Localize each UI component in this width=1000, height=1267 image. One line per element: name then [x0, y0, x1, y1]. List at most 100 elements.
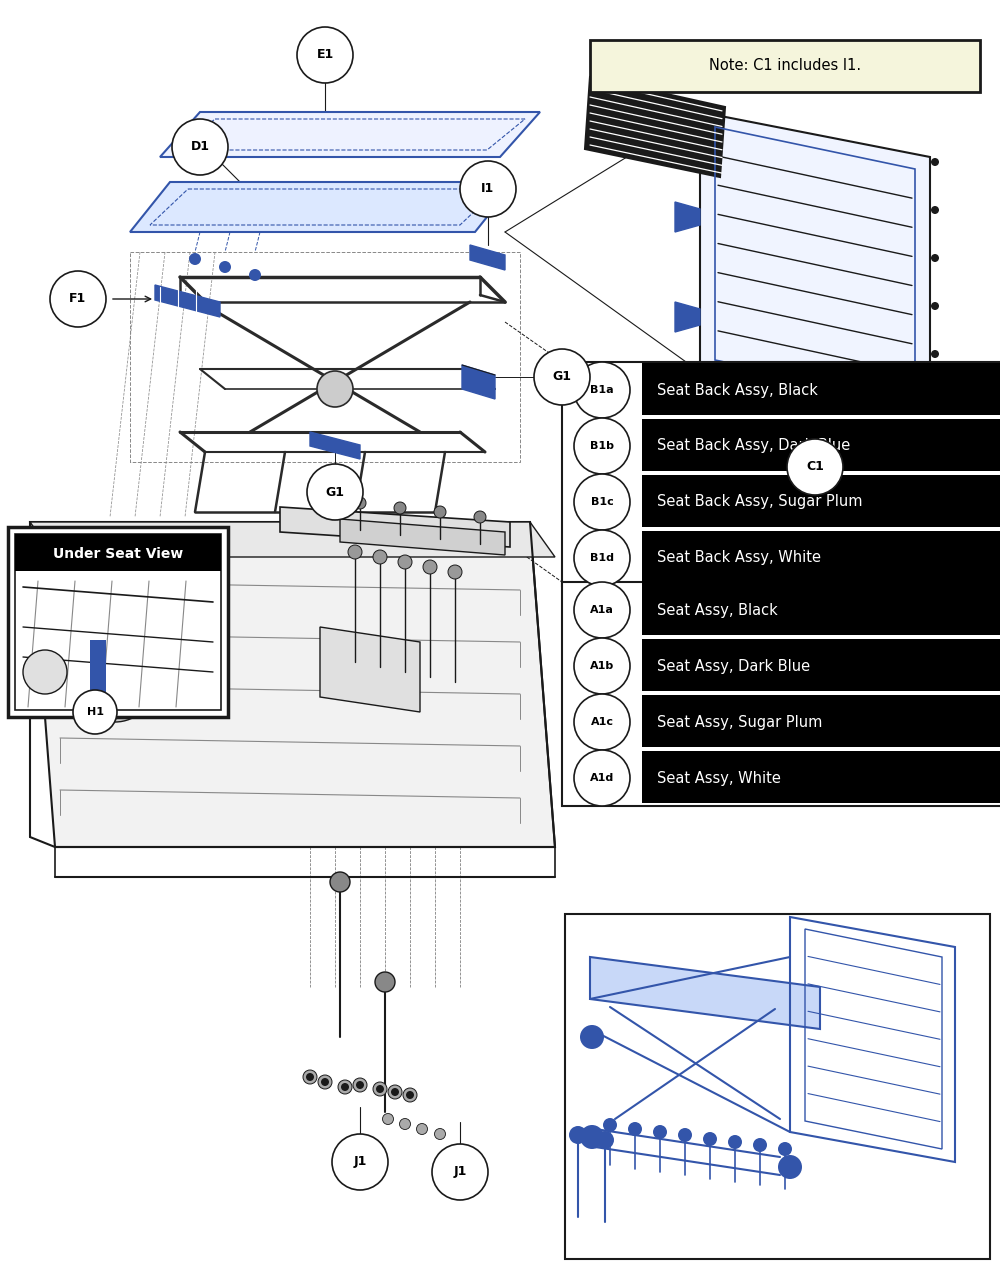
FancyBboxPatch shape — [642, 419, 1000, 471]
Circle shape — [678, 1128, 692, 1142]
Circle shape — [753, 1138, 767, 1152]
Circle shape — [400, 1119, 411, 1129]
Circle shape — [172, 119, 228, 175]
Circle shape — [394, 502, 406, 514]
Circle shape — [406, 1091, 414, 1098]
Circle shape — [93, 660, 137, 704]
Circle shape — [330, 872, 350, 892]
Text: I1: I1 — [481, 182, 495, 195]
Polygon shape — [340, 519, 505, 555]
Text: E1: E1 — [316, 48, 334, 62]
Text: Seat Assy, Black: Seat Assy, Black — [657, 603, 778, 617]
Text: F1: F1 — [69, 293, 87, 305]
Circle shape — [703, 1131, 717, 1145]
FancyBboxPatch shape — [15, 533, 221, 571]
Circle shape — [435, 1129, 446, 1139]
Text: Seat Back Assy, Black: Seat Back Assy, Black — [657, 383, 818, 398]
Circle shape — [398, 555, 412, 569]
Circle shape — [778, 1156, 802, 1180]
Polygon shape — [310, 432, 360, 459]
Circle shape — [303, 1071, 317, 1085]
Circle shape — [534, 348, 590, 405]
Text: A1a: A1a — [590, 606, 614, 614]
Text: Seat Back Assy, White: Seat Back Assy, White — [657, 550, 821, 565]
Polygon shape — [130, 182, 515, 232]
Text: C1: C1 — [806, 460, 824, 474]
Circle shape — [321, 1078, 329, 1086]
Circle shape — [653, 1125, 667, 1139]
FancyBboxPatch shape — [642, 696, 1000, 748]
FancyBboxPatch shape — [642, 639, 1000, 691]
Circle shape — [434, 506, 446, 518]
Text: H1: H1 — [87, 707, 104, 717]
Polygon shape — [30, 522, 555, 557]
Text: J1: J1 — [353, 1156, 367, 1168]
Circle shape — [297, 27, 353, 84]
Circle shape — [318, 1074, 332, 1090]
Text: G1: G1 — [326, 485, 344, 498]
Circle shape — [603, 1117, 617, 1131]
FancyBboxPatch shape — [565, 914, 990, 1259]
Circle shape — [569, 1126, 587, 1144]
FancyBboxPatch shape — [642, 751, 1000, 803]
Circle shape — [391, 1088, 399, 1096]
Circle shape — [448, 565, 462, 579]
Polygon shape — [320, 627, 420, 712]
Text: D1: D1 — [190, 141, 210, 153]
FancyBboxPatch shape — [590, 41, 980, 92]
FancyBboxPatch shape — [562, 582, 1000, 806]
Circle shape — [574, 750, 630, 806]
Circle shape — [628, 1123, 642, 1136]
Circle shape — [574, 362, 630, 418]
Polygon shape — [585, 77, 725, 177]
FancyBboxPatch shape — [642, 531, 1000, 583]
FancyBboxPatch shape — [642, 583, 1000, 635]
Circle shape — [382, 1114, 394, 1125]
Circle shape — [580, 1125, 604, 1149]
Circle shape — [317, 371, 353, 407]
Circle shape — [931, 253, 939, 262]
FancyBboxPatch shape — [90, 640, 106, 704]
Circle shape — [75, 642, 155, 722]
Circle shape — [931, 302, 939, 310]
Circle shape — [787, 438, 843, 495]
Circle shape — [373, 1082, 387, 1096]
Circle shape — [50, 271, 106, 327]
FancyBboxPatch shape — [642, 475, 1000, 527]
Circle shape — [403, 1088, 417, 1102]
Circle shape — [388, 1085, 402, 1098]
Polygon shape — [55, 647, 180, 717]
FancyBboxPatch shape — [562, 362, 1000, 587]
Circle shape — [574, 474, 630, 530]
Circle shape — [574, 530, 630, 587]
Circle shape — [931, 350, 939, 359]
Polygon shape — [160, 111, 540, 157]
Text: B1c: B1c — [591, 497, 613, 507]
Circle shape — [354, 497, 366, 509]
Circle shape — [375, 972, 395, 992]
Circle shape — [432, 1144, 488, 1200]
Circle shape — [73, 691, 117, 734]
Text: B1b: B1b — [590, 441, 614, 451]
Circle shape — [353, 1078, 367, 1092]
Circle shape — [348, 545, 362, 559]
Circle shape — [373, 550, 387, 564]
Text: Note: C1 includes I1.: Note: C1 includes I1. — [709, 57, 861, 72]
Text: B1d: B1d — [590, 552, 614, 563]
Polygon shape — [675, 302, 700, 332]
Circle shape — [338, 1079, 352, 1093]
Circle shape — [931, 398, 939, 405]
Circle shape — [416, 1124, 428, 1134]
Circle shape — [423, 560, 437, 574]
Circle shape — [574, 639, 630, 694]
Polygon shape — [470, 245, 505, 270]
Polygon shape — [35, 582, 130, 666]
Circle shape — [728, 1135, 742, 1149]
Circle shape — [596, 1131, 614, 1149]
Circle shape — [23, 650, 67, 694]
Text: B1a: B1a — [590, 385, 614, 395]
Circle shape — [249, 269, 261, 281]
Circle shape — [931, 158, 939, 166]
Circle shape — [580, 1025, 604, 1049]
Circle shape — [306, 1073, 314, 1081]
